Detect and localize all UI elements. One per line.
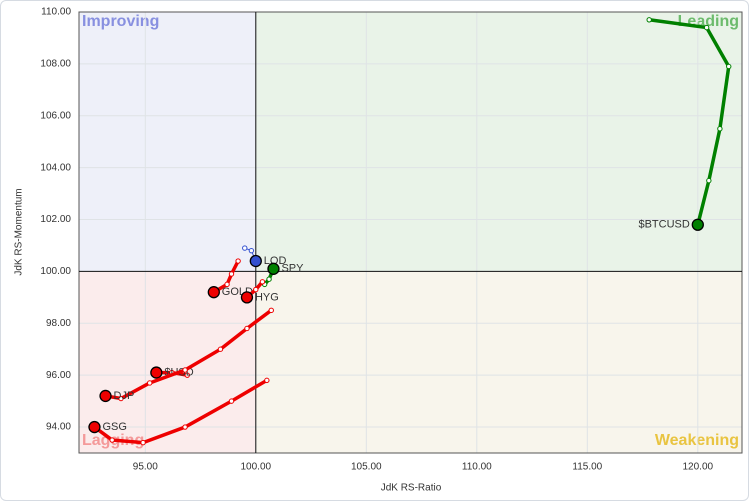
trail-point xyxy=(244,325,250,332)
trail-point xyxy=(147,380,153,386)
trail-point xyxy=(717,126,723,132)
x-tick-label: 115.00 xyxy=(572,462,602,473)
trail-point xyxy=(182,424,188,430)
x-axis-label: JdK RS-Ratio xyxy=(381,483,442,494)
x-tick-label: 110.00 xyxy=(462,462,492,473)
trail-point xyxy=(109,437,115,443)
quadrant xyxy=(255,12,743,272)
x-tick-label: 120.00 xyxy=(683,462,714,473)
trail-point xyxy=(248,247,255,254)
trail-point xyxy=(140,439,146,446)
series-label: DJP xyxy=(114,390,135,402)
y-tick-label: 106.00 xyxy=(40,110,71,121)
head-marker xyxy=(150,366,163,379)
trail xyxy=(212,259,240,294)
y-tick-label: 102.00 xyxy=(40,214,71,225)
plot-frame xyxy=(78,11,743,454)
trail xyxy=(92,378,269,445)
x-tick-label: 95.00 xyxy=(133,462,158,473)
y-axis-label: JdK RS-Momentum xyxy=(14,188,25,275)
trail-point xyxy=(184,372,190,378)
head-marker xyxy=(99,389,112,403)
trail-point xyxy=(228,271,235,277)
trail-point xyxy=(228,398,235,404)
quadrant xyxy=(255,271,743,453)
trail-point xyxy=(706,177,712,184)
trail-point xyxy=(259,279,266,285)
trail-point xyxy=(646,17,652,23)
trail-point xyxy=(268,307,274,314)
trail-point xyxy=(182,367,188,373)
trail-point xyxy=(217,346,224,352)
quadrant-label: Weakening xyxy=(655,432,739,449)
series-label: $BTCUSD xyxy=(638,219,689,231)
y-tick-label: 108.00 xyxy=(40,59,71,70)
trail-point xyxy=(266,276,272,282)
trail-point xyxy=(703,24,710,31)
x-tick-label: 100.00 xyxy=(241,462,272,473)
trail-point xyxy=(235,258,241,264)
trail-point xyxy=(264,377,270,384)
series-label: SPY xyxy=(281,263,304,275)
quadrant-label: Improving xyxy=(82,13,159,30)
trail-point xyxy=(224,281,230,288)
y-tick-label: 94.00 xyxy=(46,422,71,433)
head-marker xyxy=(249,254,262,268)
head-marker xyxy=(691,218,704,231)
series-label: HYG xyxy=(255,291,279,303)
head-marker xyxy=(88,420,101,434)
trail-point xyxy=(253,286,259,293)
y-tick-label: 100.00 xyxy=(40,266,71,277)
quadrant xyxy=(79,271,256,453)
y-tick-label: 104.00 xyxy=(40,162,71,173)
trail xyxy=(647,18,731,227)
x-tick-label: 105.00 xyxy=(351,462,382,473)
trail-point xyxy=(118,395,124,402)
series-label: LQD xyxy=(264,255,287,267)
quadrant xyxy=(79,12,256,272)
y-tick-label: 110.00 xyxy=(41,7,71,18)
y-tick-label: 98.00 xyxy=(46,318,71,329)
series-label: GSG xyxy=(102,421,126,433)
head-marker xyxy=(240,291,254,304)
trail-point xyxy=(242,245,248,251)
head-marker xyxy=(267,262,280,275)
head-marker xyxy=(207,286,220,299)
y-tick-label: 96.00 xyxy=(46,370,71,381)
trail-point xyxy=(726,63,732,70)
